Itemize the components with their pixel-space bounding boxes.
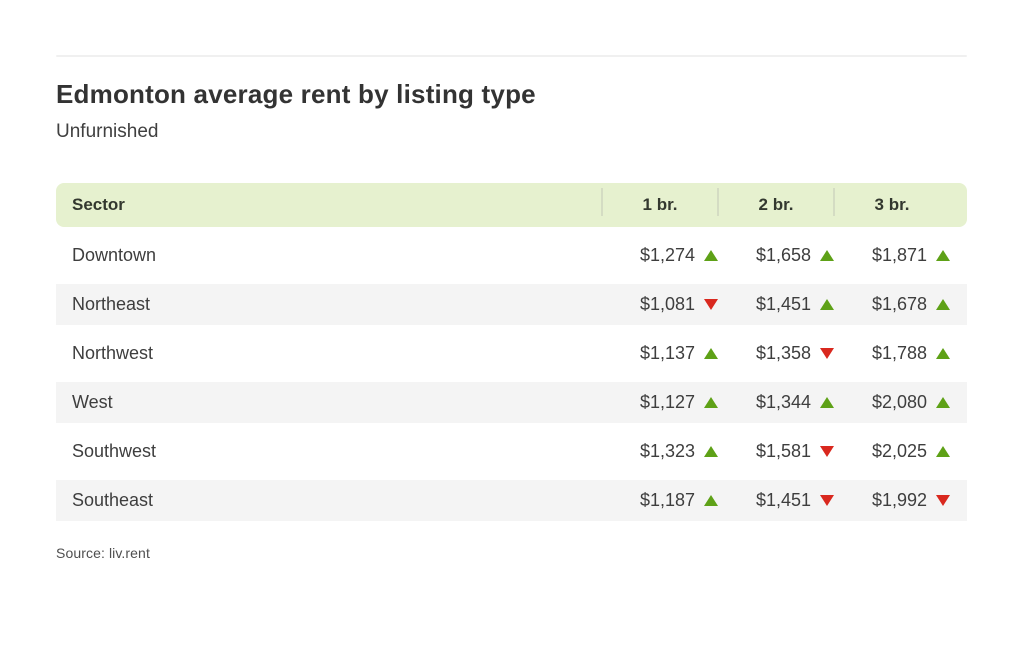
rent-value-cell: $1,451 (718, 480, 834, 521)
rent-value-cell: $2,080 (834, 382, 950, 423)
rent-price: $1,127 (639, 392, 695, 412)
rent-value-cell: $1,323 (602, 431, 718, 472)
table-row: Northeast $1,081 $1,451 $1,678 (56, 284, 967, 325)
rent-value-cell: $1,274 (602, 235, 718, 276)
table-header-row: Sector 1 br. 2 br. 3 br. (56, 183, 967, 227)
rent-value-cell: $1,451 (718, 284, 834, 325)
trend-down-icon (820, 446, 834, 457)
rent-price: $1,581 (755, 441, 811, 461)
rent-table: Sector 1 br. 2 br. 3 br. Downtown $1,274 $… (56, 183, 967, 521)
table-row: Southeast $1,187 $1,451 $1,992 (56, 480, 967, 521)
rent-price: $1,451 (755, 490, 811, 510)
rent-price: $2,025 (871, 441, 927, 461)
trend-up-icon (936, 397, 950, 408)
rent-price: $1,358 (755, 343, 811, 363)
sector-label: Northeast (72, 294, 151, 314)
rent-price: $1,788 (871, 343, 927, 363)
rent-price: $1,678 (871, 294, 927, 314)
trend-up-icon (704, 446, 718, 457)
rent-price: $1,871 (871, 245, 927, 265)
table-row: West $1,127 $1,344 $2,080 (56, 382, 967, 423)
rent-price: $1,992 (871, 490, 927, 510)
sector-label: Southeast (72, 490, 154, 510)
table-row: Northwest $1,137 $1,358 $1,788 (56, 333, 967, 374)
rent-value-cell: $1,581 (718, 431, 834, 472)
rent-value-cell: $1,344 (718, 382, 834, 423)
table-row: Southwest $1,323 $1,581 $2,025 (56, 431, 967, 472)
column-header-2br: 2 br. (717, 183, 834, 227)
rent-price: $1,187 (639, 490, 695, 510)
sector-label: Downtown (72, 245, 157, 265)
rent-price: $1,451 (755, 294, 811, 314)
trend-up-icon (820, 250, 834, 261)
rent-price: $2,080 (871, 392, 927, 412)
trend-up-icon (936, 250, 950, 261)
table-row: Downtown $1,274 $1,658 $1,871 (56, 235, 967, 276)
sector-label: Southwest (72, 441, 157, 461)
trend-up-icon (936, 348, 950, 359)
column-header-3br: 3 br. (833, 183, 950, 227)
rent-value-cell: $1,137 (602, 333, 718, 374)
rent-value-cell: $1,187 (602, 480, 718, 521)
trend-down-icon (820, 348, 834, 359)
trend-up-icon (704, 397, 718, 408)
trend-up-icon (936, 299, 950, 310)
page-title: Edmonton average rent by listing type (56, 79, 536, 109)
rent-price: $1,344 (755, 392, 811, 412)
trend-up-icon (704, 348, 718, 359)
rent-price: $1,137 (639, 343, 695, 363)
trend-up-icon (704, 495, 718, 506)
rent-value-cell: $1,871 (834, 235, 950, 276)
trend-down-icon (936, 495, 950, 506)
trend-up-icon (820, 397, 834, 408)
rent-value-cell: $1,358 (718, 333, 834, 374)
column-header-sector: Sector (72, 195, 125, 214)
sector-label: West (72, 392, 113, 412)
rent-price: $1,323 (639, 441, 695, 461)
infographic: Edmonton average rent by listing type Un… (0, 55, 1024, 561)
column-header-1br: 1 br. (601, 183, 718, 227)
trend-up-icon (820, 299, 834, 310)
rent-value-cell: $1,788 (834, 333, 950, 374)
rent-value-cell: $1,992 (834, 480, 950, 521)
table-body: Downtown $1,274 $1,658 $1,871 Northeast $1,08… (56, 235, 967, 521)
source-attribution: Source: liv.rent (56, 545, 150, 561)
sector-label: Northwest (72, 343, 154, 363)
rent-value-cell: $1,127 (602, 382, 718, 423)
rent-value-cell: $1,081 (602, 284, 718, 325)
rent-value-cell: $1,658 (718, 235, 834, 276)
trend-up-icon (704, 250, 718, 261)
top-divider (56, 55, 967, 57)
trend-down-icon (820, 495, 834, 506)
rent-price: $1,274 (639, 245, 695, 265)
page-subtitle: Unfurnished (56, 121, 159, 142)
rent-value-cell: $2,025 (834, 431, 950, 472)
trend-up-icon (936, 446, 950, 457)
trend-down-icon (704, 299, 718, 310)
rent-price: $1,081 (639, 294, 695, 314)
rent-value-cell: $1,678 (834, 284, 950, 325)
rent-price: $1,658 (755, 245, 811, 265)
